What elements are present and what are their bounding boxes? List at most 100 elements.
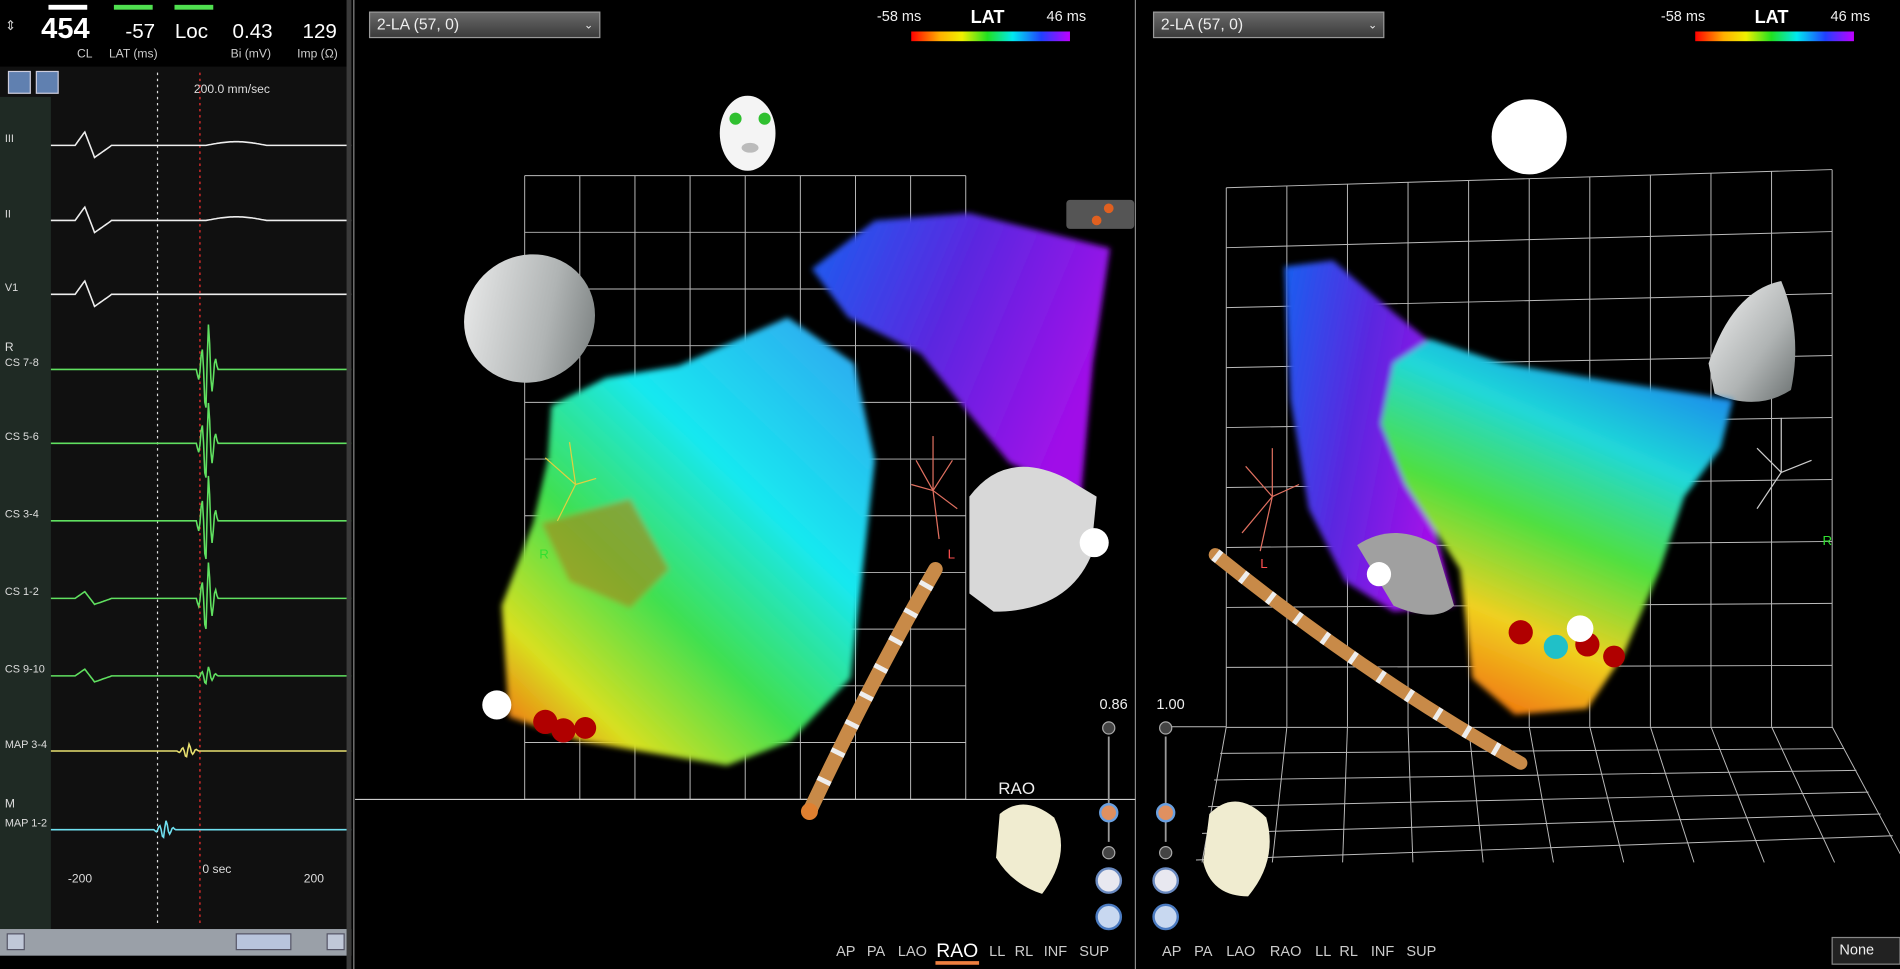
- floor-line: [1342, 726, 1348, 863]
- axis-marker: L: [948, 546, 955, 561]
- map-lobe: [811, 213, 1110, 497]
- floor-line: [1407, 726, 1414, 863]
- zoom-plus[interactable]: [1102, 721, 1116, 735]
- heart-button[interactable]: [1095, 903, 1123, 931]
- floor-line: [1649, 726, 1695, 863]
- heart-icon: [996, 804, 1062, 894]
- ecg-trace: [50, 741, 352, 758]
- view-button[interactable]: RAO: [1270, 944, 1301, 960]
- heart-button[interactable]: [1095, 867, 1123, 894]
- tag-icon: [1103, 203, 1114, 214]
- dropdown-value: 2-LA (57, 0): [1161, 17, 1243, 34]
- axis-ray: [1259, 496, 1273, 552]
- scroll-right[interactable]: [326, 933, 345, 951]
- tag-widget[interactable]: [1066, 199, 1135, 229]
- cl-value: 454: [41, 13, 90, 45]
- axis-fan: [911, 436, 958, 540]
- map-surface: [501, 213, 1110, 766]
- view-button[interactable]: AP: [836, 944, 855, 960]
- view-button[interactable]: AP: [1162, 944, 1181, 960]
- indicator: [48, 4, 88, 10]
- axis-ray: [915, 459, 934, 491]
- time-label: 200: [304, 872, 324, 886]
- channel-label: CS 5-6: [5, 431, 39, 443]
- axis-ray: [932, 490, 958, 510]
- axis-ray: [1781, 459, 1812, 473]
- dropdown-arrow: ⌄: [584, 19, 593, 31]
- bi-label: Bi (mV): [231, 47, 271, 61]
- orientation-label: RAO: [998, 779, 1035, 798]
- axis-ray: [568, 442, 577, 485]
- view-button[interactable]: INF: [1371, 944, 1395, 960]
- orientation-head: [1491, 99, 1567, 175]
- view-button[interactable]: LL: [989, 944, 1005, 960]
- color-scale: [1695, 31, 1854, 42]
- catheter: [1208, 548, 1528, 770]
- head-eye: [729, 112, 742, 125]
- axis-fan: [1241, 448, 1300, 552]
- label-column: [0, 96, 51, 930]
- zoom-plus[interactable]: [1159, 721, 1173, 735]
- map-body: [501, 317, 875, 766]
- axis-ray: [1756, 447, 1782, 473]
- imp-label: Imp (Ω): [297, 47, 338, 61]
- ablation-tag: [551, 718, 576, 743]
- zoom-thumb[interactable]: [1155, 803, 1176, 823]
- floor-line: [1271, 726, 1288, 863]
- scale-min: -58 ms: [877, 9, 921, 25]
- heart-button[interactable]: [1152, 867, 1180, 894]
- view-button[interactable]: LAO: [1226, 944, 1255, 960]
- channel-label: CS 1-2: [5, 586, 39, 598]
- ecg-trace: [50, 205, 352, 234]
- option-dropdown[interactable]: [1831, 936, 1900, 965]
- scrollbar[interactable]: [0, 929, 352, 956]
- tool-button[interactable]: [35, 70, 59, 94]
- scroll-left[interactable]: [6, 933, 25, 951]
- view-button[interactable]: RL: [1339, 944, 1358, 960]
- channel-label: CS 7-8: [5, 357, 39, 369]
- axis-ray: [1756, 472, 1782, 510]
- scale-max: 46 ms: [1047, 9, 1087, 25]
- view-button[interactable]: SUP: [1406, 944, 1436, 960]
- marker-ball: [1079, 528, 1109, 558]
- imp-value: 129: [303, 20, 337, 43]
- lat-label: LAT (ms): [109, 47, 158, 61]
- ablation-tag: [1603, 645, 1625, 668]
- view-button[interactable]: RL: [1015, 944, 1034, 960]
- group-label: R: [5, 340, 14, 354]
- channel-label: III: [5, 133, 14, 145]
- heart-icon: [1203, 801, 1270, 897]
- view-dropdown[interactable]: [368, 11, 601, 39]
- scale-max: 46 ms: [1831, 9, 1871, 25]
- view-button[interactable]: LL: [1315, 944, 1331, 960]
- view-button[interactable]: PA: [867, 944, 886, 960]
- axis-marker: R: [539, 546, 549, 561]
- view-button[interactable]: RAO: [936, 940, 978, 962]
- view-button[interactable]: PA: [1194, 944, 1213, 960]
- option-value: None: [1839, 943, 1874, 959]
- zoom-minus[interactable]: [1159, 846, 1173, 860]
- zoom-thumb[interactable]: [1099, 803, 1119, 823]
- axis-fan: [1756, 417, 1812, 510]
- map-cutout: [541, 499, 669, 609]
- view-button[interactable]: SUP: [1079, 944, 1109, 960]
- channel-label: CS 9-10: [5, 664, 45, 676]
- scroll-thumb[interactable]: [235, 933, 292, 951]
- axis-ray: [1245, 465, 1273, 498]
- catheter-tip: [800, 803, 818, 821]
- expand-icon[interactable]: ⇕: [5, 18, 16, 33]
- view-button[interactable]: LAO: [898, 944, 927, 960]
- tool-button[interactable]: [7, 70, 31, 94]
- zoom-value: 0.86: [1099, 697, 1127, 713]
- map-lobe: [1284, 260, 1455, 612]
- scale-title: LAT: [971, 7, 1005, 27]
- view-dropdown[interactable]: [1152, 11, 1385, 39]
- heart-button[interactable]: [1152, 903, 1180, 931]
- view-button[interactable]: INF: [1044, 944, 1068, 960]
- tag-icon: [1091, 215, 1102, 226]
- zoom-minus[interactable]: [1102, 846, 1116, 860]
- divider: [346, 0, 352, 969]
- axis-ray: [932, 459, 953, 491]
- map-body: [1381, 339, 1733, 715]
